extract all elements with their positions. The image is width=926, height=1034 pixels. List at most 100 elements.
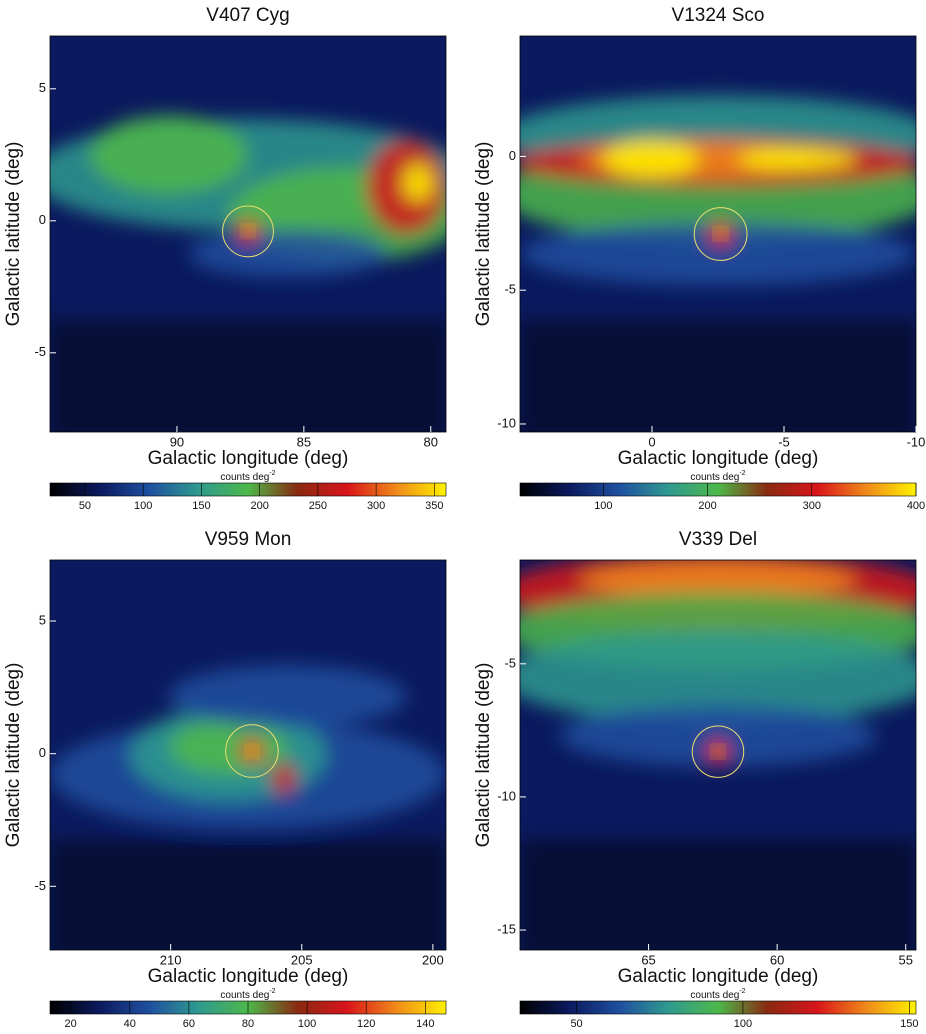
panel-title: V1324 Sco	[672, 5, 765, 26]
colorbar	[519, 1000, 917, 1015]
map-blob	[603, 138, 699, 179]
source-circle	[222, 205, 274, 258]
map-blob	[737, 146, 857, 171]
colorbar-label: counts deg-2	[220, 470, 275, 483]
colorbar-tick-label: 40	[124, 1018, 136, 1030]
x-tick-label: 65	[641, 952, 655, 967]
colorbar-tick-label: 100	[734, 1018, 752, 1030]
colorbar-tick-label: 150	[900, 1018, 918, 1030]
y-axis-label: Galactic latitude (deg)	[473, 142, 494, 327]
y-tick-label: 5	[39, 612, 46, 627]
colorbar-tick-label: 80	[242, 1018, 254, 1030]
colorbar-label-sup: -2	[269, 988, 275, 995]
colorbar-tick-label: 250	[309, 500, 327, 512]
source-circle	[225, 724, 279, 778]
colorbar-label-text: counts deg	[220, 472, 269, 483]
map-blob	[402, 162, 435, 203]
source-core	[242, 226, 254, 237]
y-tick-label: -5	[34, 344, 46, 359]
plot-frame	[49, 35, 447, 433]
panel-title: V339 Del	[679, 529, 757, 550]
y-tick-label: 0	[39, 212, 46, 227]
panel-title: V959 Mon	[205, 529, 292, 550]
panel: V1324 Sco 0 -5 -10 0 -5 -10 Galactic longitude …	[473, 5, 925, 512]
colorbar-tick-label: 100	[134, 500, 152, 512]
y-tick-label: 0	[39, 745, 46, 760]
x-tick-label: 80	[424, 434, 438, 449]
colorbar-tick-label: 140	[416, 1018, 434, 1030]
colorbar-label-sup: -2	[739, 470, 745, 477]
colorbar-label-sup: -2	[269, 470, 275, 477]
y-tick-label: -5	[504, 282, 516, 297]
source-core	[246, 745, 258, 757]
map-blob	[168, 665, 407, 728]
colorbar-tick-label: 200	[250, 500, 268, 512]
colorbar-tick-label: 200	[698, 500, 716, 512]
colorbar	[49, 482, 447, 497]
colorbar-label: counts deg-2	[220, 988, 275, 1001]
map-blob	[520, 630, 916, 724]
map-blob	[188, 230, 387, 278]
y-tick-label: -10	[497, 788, 516, 803]
map-texture	[50, 115, 446, 432]
colorbar-label: counts deg-2	[690, 988, 745, 1001]
map-blur	[520, 95, 916, 432]
map-blur	[520, 560, 916, 950]
colorbar-tick-label: 300	[803, 500, 821, 512]
source-core	[712, 746, 724, 757]
map-blob	[271, 762, 296, 795]
panel: V339 Del 65 60 55 -5 -10 -15 Galactic longitude…	[473, 529, 919, 1030]
colorbar-tick-label: 60	[183, 1018, 195, 1030]
x-tick-label: 200	[422, 952, 444, 967]
map-dark	[520, 840, 916, 950]
y-tick-label: -5	[34, 878, 46, 893]
plot-frame	[49, 559, 447, 951]
colorbar-label-text: counts deg	[690, 990, 739, 1001]
colorbar-label: counts deg-2	[690, 470, 745, 483]
x-axis-label: Galactic longitude (deg)	[148, 966, 349, 987]
x-tick-label: 55	[898, 952, 912, 967]
colorbar-tick-label: 50	[570, 1018, 582, 1030]
y-tick-label: 5	[39, 80, 46, 95]
map-blob	[520, 222, 916, 286]
x-tick-label: -5	[778, 434, 790, 449]
panel-title: V407 Cyg	[206, 5, 289, 26]
x-tick-label: 205	[291, 952, 313, 967]
y-axis-label: Galactic latitude (deg)	[473, 663, 494, 848]
x-tick-label: 85	[297, 434, 311, 449]
map-blob	[579, 560, 857, 599]
colorbar-tick-label: 150	[192, 500, 210, 512]
x-tick-label: 90	[170, 434, 184, 449]
map-dark	[50, 840, 446, 950]
colorbar-tick-label: 400	[907, 500, 925, 512]
source-circle	[693, 207, 748, 261]
colorbar-label-text: counts deg	[690, 472, 739, 483]
colorbar-tick-label: 100	[298, 1018, 316, 1030]
colorbar-tick-label: 120	[357, 1018, 375, 1030]
y-tick-label: -15	[497, 921, 516, 936]
x-axis-label: Galactic longitude (deg)	[618, 966, 819, 987]
map-texture	[50, 665, 446, 950]
map-blob	[89, 115, 248, 195]
map-blob	[559, 704, 877, 767]
plot-frame	[519, 559, 917, 951]
map-blur	[50, 115, 446, 432]
colorbar-tick-label: 300	[367, 500, 385, 512]
panel: V959 Mon 210 205 200 5 0 -5 Galactic longitude …	[3, 529, 447, 1030]
colorbar-tick-label: 20	[65, 1018, 77, 1030]
y-tick-label: -10	[497, 415, 516, 430]
plot-frame	[519, 35, 917, 433]
map-dark	[520, 321, 916, 432]
y-tick-label: -5	[504, 655, 516, 670]
colorbar-label-sup: -2	[739, 988, 745, 995]
map-blob	[168, 719, 288, 775]
colorbar-label-text: counts deg	[220, 990, 269, 1001]
y-axis-label: Galactic latitude (deg)	[3, 142, 24, 327]
map-texture	[520, 95, 916, 432]
colorbar	[519, 482, 917, 497]
x-tick-label: 0	[648, 434, 655, 449]
x-tick-label: 210	[160, 952, 182, 967]
x-axis-label: Galactic longitude (deg)	[148, 448, 349, 469]
map-dark	[50, 321, 446, 432]
